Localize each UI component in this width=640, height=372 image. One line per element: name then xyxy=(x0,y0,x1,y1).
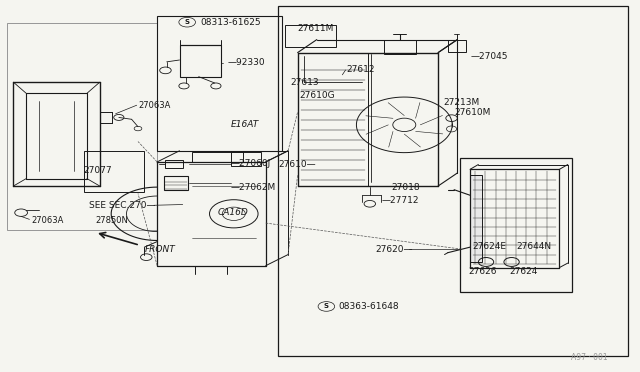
Text: 27063A: 27063A xyxy=(138,101,170,110)
Text: 27626: 27626 xyxy=(468,267,497,276)
Text: —27045: —27045 xyxy=(470,52,508,61)
Bar xyxy=(7,23,157,231)
Text: —27060J: —27060J xyxy=(230,159,271,168)
Text: 27612: 27612 xyxy=(347,65,375,74)
Text: 27018: 27018 xyxy=(392,183,420,192)
Text: FRONT: FRONT xyxy=(145,244,175,253)
Text: E16AT: E16AT xyxy=(230,121,259,129)
Bar xyxy=(278,6,628,356)
Bar xyxy=(470,175,481,262)
Text: 27850N: 27850N xyxy=(95,216,128,225)
Text: 27620—: 27620— xyxy=(375,244,412,253)
Text: 27077: 27077 xyxy=(83,166,112,175)
Text: CA16D: CA16D xyxy=(218,208,248,217)
Bar xyxy=(166,160,183,168)
Text: S: S xyxy=(185,19,189,25)
Text: 27624: 27624 xyxy=(509,267,538,276)
Bar xyxy=(448,40,466,52)
Bar xyxy=(285,25,336,47)
Bar xyxy=(384,40,416,54)
Bar xyxy=(461,158,572,292)
Text: 08363-61648: 08363-61648 xyxy=(338,302,399,311)
Bar xyxy=(84,151,145,192)
Text: 27610G: 27610G xyxy=(299,91,335,100)
Text: —27062M: —27062M xyxy=(230,183,276,192)
Text: S: S xyxy=(324,304,329,310)
Text: 27610—: 27610— xyxy=(278,160,316,169)
Text: 27611M: 27611M xyxy=(298,24,334,33)
Bar xyxy=(157,16,282,151)
Text: SEE SEC.270—: SEE SEC.270— xyxy=(89,201,156,210)
Text: 27613: 27613 xyxy=(290,78,319,87)
Text: 27624E: 27624E xyxy=(472,241,506,250)
Text: A97 · 001: A97 · 001 xyxy=(571,353,607,362)
Bar xyxy=(192,151,243,162)
Text: 27063A: 27063A xyxy=(31,216,64,225)
Bar xyxy=(164,176,188,190)
Text: 27213M: 27213M xyxy=(444,99,479,108)
Text: 27610M: 27610M xyxy=(454,108,490,117)
Text: 27644N: 27644N xyxy=(516,241,552,250)
Text: 08313-61625: 08313-61625 xyxy=(200,18,260,27)
Text: —92330: —92330 xyxy=(227,58,265,67)
Text: —27712: —27712 xyxy=(382,196,419,205)
Bar xyxy=(179,45,221,77)
Bar xyxy=(230,151,261,166)
